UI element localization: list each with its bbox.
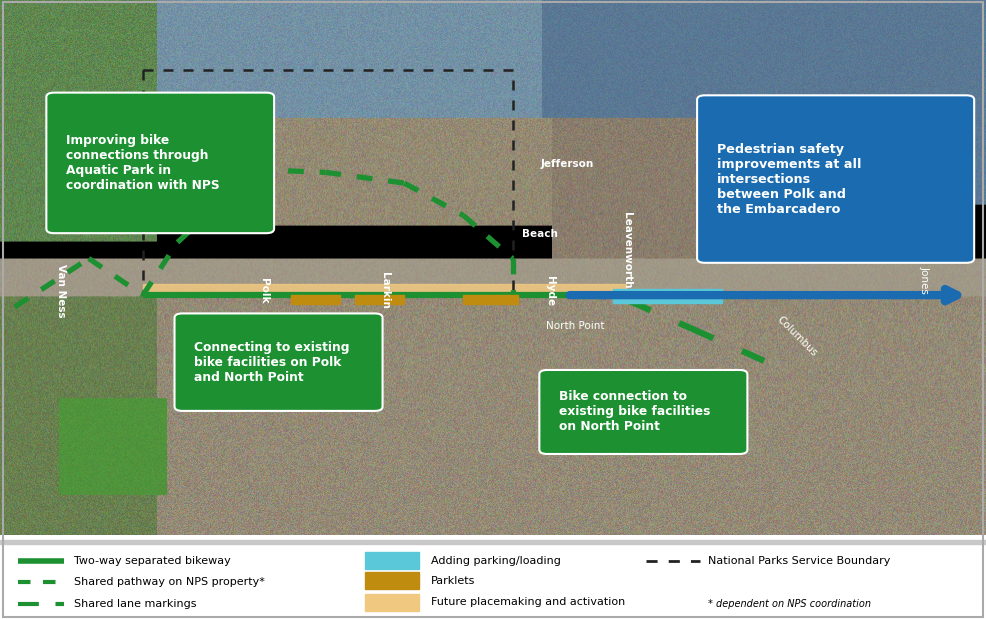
Text: National Parks Service Boundary: National Parks Service Boundary bbox=[708, 555, 890, 566]
Bar bbox=[365, 594, 419, 610]
Text: Improving bike
connections through
Aquatic Park in
coordination with NPS: Improving bike connections through Aquat… bbox=[66, 134, 220, 192]
Bar bbox=[0, 540, 986, 543]
Bar bbox=[143, 284, 626, 296]
Text: Parklets: Parklets bbox=[431, 576, 475, 586]
Text: Future placemaking and activation: Future placemaking and activation bbox=[431, 597, 625, 607]
FancyBboxPatch shape bbox=[175, 313, 383, 411]
Bar bbox=[355, 295, 404, 305]
FancyBboxPatch shape bbox=[539, 370, 747, 454]
Bar bbox=[365, 552, 419, 569]
Text: Two-way separated bikeway: Two-way separated bikeway bbox=[74, 555, 231, 566]
Text: Jones: Jones bbox=[920, 266, 930, 294]
Text: Hyde: Hyde bbox=[545, 275, 555, 306]
Text: Leavenworth: Leavenworth bbox=[622, 212, 632, 288]
Bar bbox=[613, 289, 722, 303]
Text: Adding parking/loading: Adding parking/loading bbox=[431, 555, 561, 566]
Text: Larkin: Larkin bbox=[380, 272, 389, 310]
Text: Pedestrian safety
improvements at all
intersections
between Polk and
the Embarca: Pedestrian safety improvements at all in… bbox=[717, 142, 862, 215]
Bar bbox=[463, 295, 518, 305]
Text: * dependent on NPS coordination: * dependent on NPS coordination bbox=[708, 599, 871, 609]
Text: North Point: North Point bbox=[545, 321, 604, 331]
Text: Beach: Beach bbox=[523, 229, 558, 240]
FancyBboxPatch shape bbox=[697, 95, 974, 263]
FancyBboxPatch shape bbox=[46, 93, 274, 233]
Text: Columbus: Columbus bbox=[775, 314, 818, 358]
Text: Polk: Polk bbox=[259, 278, 269, 303]
Text: Bike connection to
existing bike facilities
on North Point: Bike connection to existing bike facilit… bbox=[559, 391, 711, 433]
Bar bbox=[291, 295, 340, 305]
Text: Van Ness: Van Ness bbox=[56, 264, 66, 318]
Text: Shared lane markings: Shared lane markings bbox=[74, 599, 196, 609]
Text: Connecting to existing
bike facilities on Polk
and North Point: Connecting to existing bike facilities o… bbox=[194, 340, 350, 384]
Text: Jefferson: Jefferson bbox=[540, 159, 594, 169]
Bar bbox=[365, 572, 419, 589]
Text: Shared pathway on NPS property*: Shared pathway on NPS property* bbox=[74, 578, 265, 587]
